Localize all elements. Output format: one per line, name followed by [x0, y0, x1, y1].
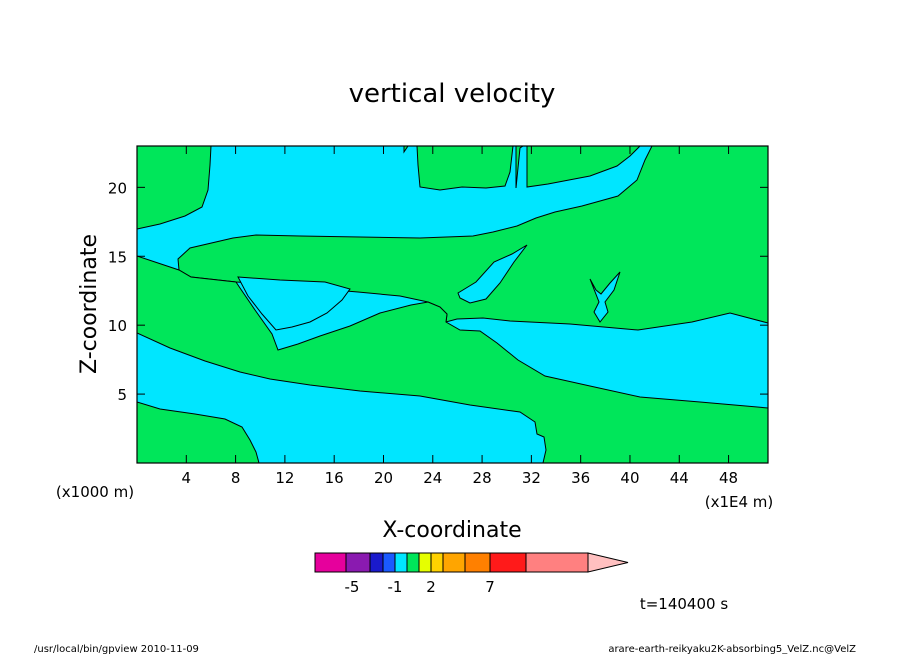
x-axis-label: X-coordinate — [382, 518, 521, 543]
colorbar-label: -1 — [388, 578, 403, 596]
x-tick-label: 40 — [620, 469, 639, 487]
y-tick-label: 20 — [108, 179, 127, 197]
footer-left: /usr/local/bin/gpview 2010-11-09 — [34, 644, 199, 654]
colorbar-label: 7 — [485, 578, 495, 596]
colorbar-label: 2 — [426, 578, 436, 596]
y-unit-note: (x1000 m) — [56, 483, 134, 501]
x-tick-label: 32 — [522, 469, 541, 487]
colorbar-segment — [525, 552, 589, 573]
x-tick-label: 48 — [719, 469, 738, 487]
colorbar-segment — [314, 552, 347, 573]
y-tick-label: 5 — [117, 386, 127, 404]
x-tick-label: 36 — [571, 469, 590, 487]
colorbar-labels: -5 -1 2 7 — [345, 578, 495, 596]
x-tick-label: 28 — [473, 469, 492, 487]
positive-region-middle — [137, 255, 768, 463]
x-tick-label: 12 — [275, 469, 294, 487]
colorbar-arrow — [587, 552, 629, 573]
colorbar-segment — [442, 552, 466, 573]
x-tick-label: 16 — [325, 469, 344, 487]
y-axis-label: Z-coordinate — [77, 234, 102, 374]
colorbar-segment — [369, 552, 384, 573]
footer-right: arare-earth-reikyaku2K-absorbing5_VelZ.n… — [608, 644, 856, 654]
x-tick-label: 8 — [231, 469, 241, 487]
colorbar-segment — [345, 552, 371, 573]
time-label: t=140400 s — [640, 595, 728, 613]
colorbar-segment — [489, 552, 527, 573]
plot-frame — [136, 145, 769, 464]
y-axis: 5 10 15 20 — [108, 179, 768, 404]
colorbar-segment — [418, 552, 432, 573]
chart-title: vertical velocity — [349, 79, 556, 109]
x-tick-label: 4 — [182, 469, 192, 487]
y-tick-label: 10 — [108, 317, 127, 335]
negative-region-triangle — [237, 276, 351, 331]
x-unit-note: (x1E4 m) — [705, 493, 774, 511]
contour-field — [137, 146, 768, 463]
colorbar-segment — [394, 552, 408, 573]
colorbar-segment — [430, 552, 444, 573]
x-tick-label: 20 — [374, 469, 393, 487]
x-tick-label: 24 — [423, 469, 442, 487]
colorbar — [314, 552, 629, 573]
negative-region-v — [589, 271, 621, 323]
colorbar-segment — [464, 552, 491, 573]
negative-region-tongue — [457, 244, 528, 304]
colorbar-label: -5 — [345, 578, 360, 596]
y-tick-label: 15 — [108, 248, 127, 266]
positive-region-bottom — [137, 401, 260, 463]
colorbar-segment — [406, 552, 420, 573]
x-tick-label: 44 — [670, 469, 689, 487]
x-axis: 4 8 12 16 20 24 28 32 36 40 44 48 — [182, 146, 738, 487]
colorbar-segment — [382, 552, 396, 573]
